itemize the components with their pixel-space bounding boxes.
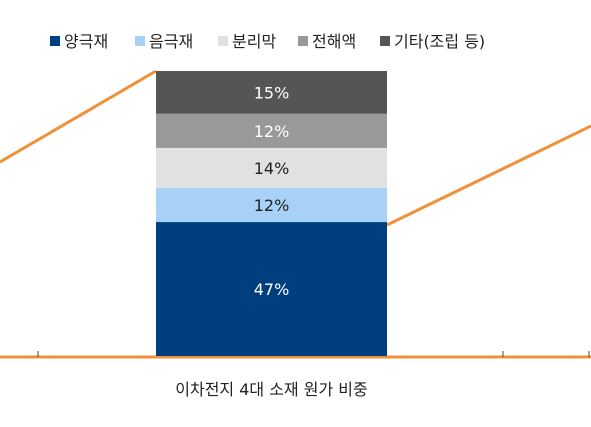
bar-segment-4 <box>156 71 387 114</box>
category-label: 이차전지 4대 소재 원가 비중 <box>175 380 367 399</box>
legend-label-0: 양극재 <box>64 32 108 51</box>
bar-segment-1 <box>156 187 387 223</box>
legend-label-1: 음극재 <box>149 32 193 51</box>
x-axis: 이차전지 4대 소재 원가 비중 <box>37 351 590 399</box>
data-label-0: 47% <box>254 280 290 299</box>
legend-label-2: 분리막 <box>232 32 276 51</box>
data-label-2: 14% <box>254 159 290 178</box>
data-label-4: 15% <box>254 83 290 102</box>
bar-segment-0 <box>156 222 387 356</box>
legend-swatch-0 <box>50 36 60 46</box>
legend-label-3: 전해액 <box>312 32 356 51</box>
legend-swatch-3 <box>298 36 308 46</box>
decorative-lines <box>0 69 591 359</box>
data-label-3: 12% <box>254 122 290 141</box>
bar-stack <box>156 71 387 356</box>
accent-line-left <box>0 69 157 164</box>
segment-labels: 47% 12% 14% 12% 15% <box>254 83 290 299</box>
bar-segment-3 <box>156 113 387 148</box>
chart-legend: 양극재 음극재 분리막 전해액 기타(조립 등) <box>50 32 485 51</box>
bar-segment-2 <box>156 147 387 188</box>
legend-swatch-2 <box>218 36 228 46</box>
accent-line-right <box>386 124 591 227</box>
legend-label-4: 기타(조립 등) <box>394 32 485 51</box>
data-label-1: 12% <box>254 196 290 215</box>
legend-swatch-1 <box>135 36 145 46</box>
legend-swatch-4 <box>380 36 390 46</box>
